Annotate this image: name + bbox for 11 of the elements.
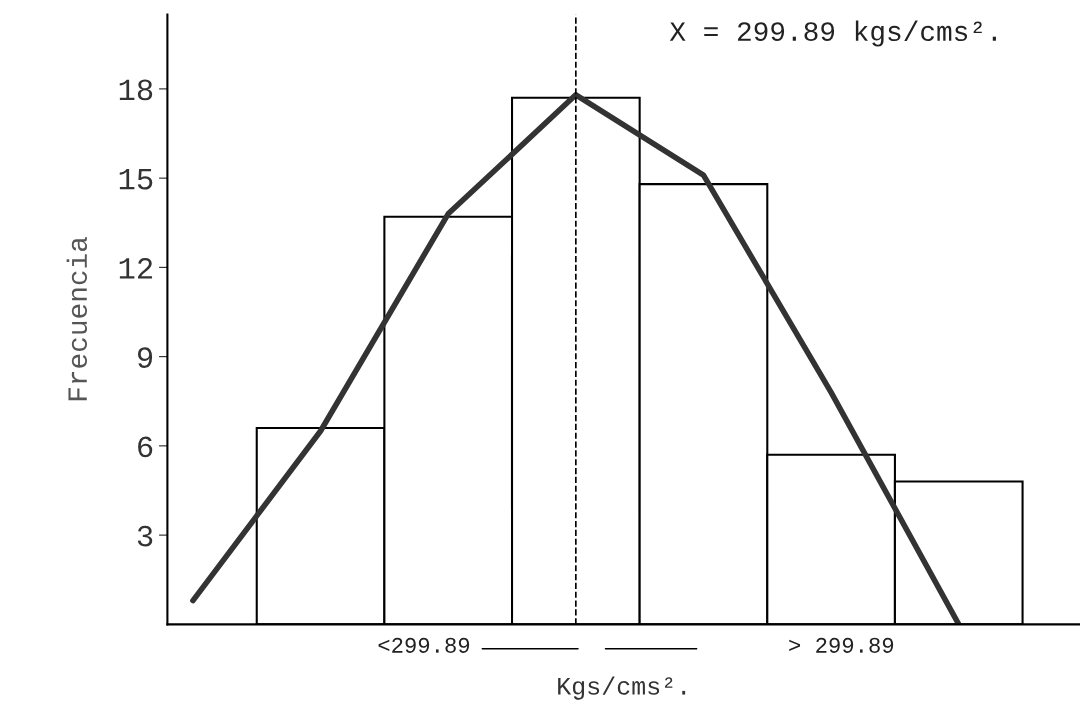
y-tick-label: 3 (137, 525, 153, 547)
x-axis-title: Kgs/cms². (558, 676, 686, 700)
text: > 299.89 (789, 637, 894, 653)
y-tick-label: 12 (119, 258, 153, 279)
y-tick-label: 6 (138, 436, 153, 458)
y-tick-label: 18 (119, 79, 153, 101)
y-tick-label: 15 (119, 169, 153, 190)
y-tick-label: 9 (137, 347, 153, 368)
annotation: X = 299.89 kgs/cms². (669, 20, 996, 47)
text: <299.89 (378, 637, 470, 653)
y-axis-title: Frecuencia (66, 237, 88, 401)
